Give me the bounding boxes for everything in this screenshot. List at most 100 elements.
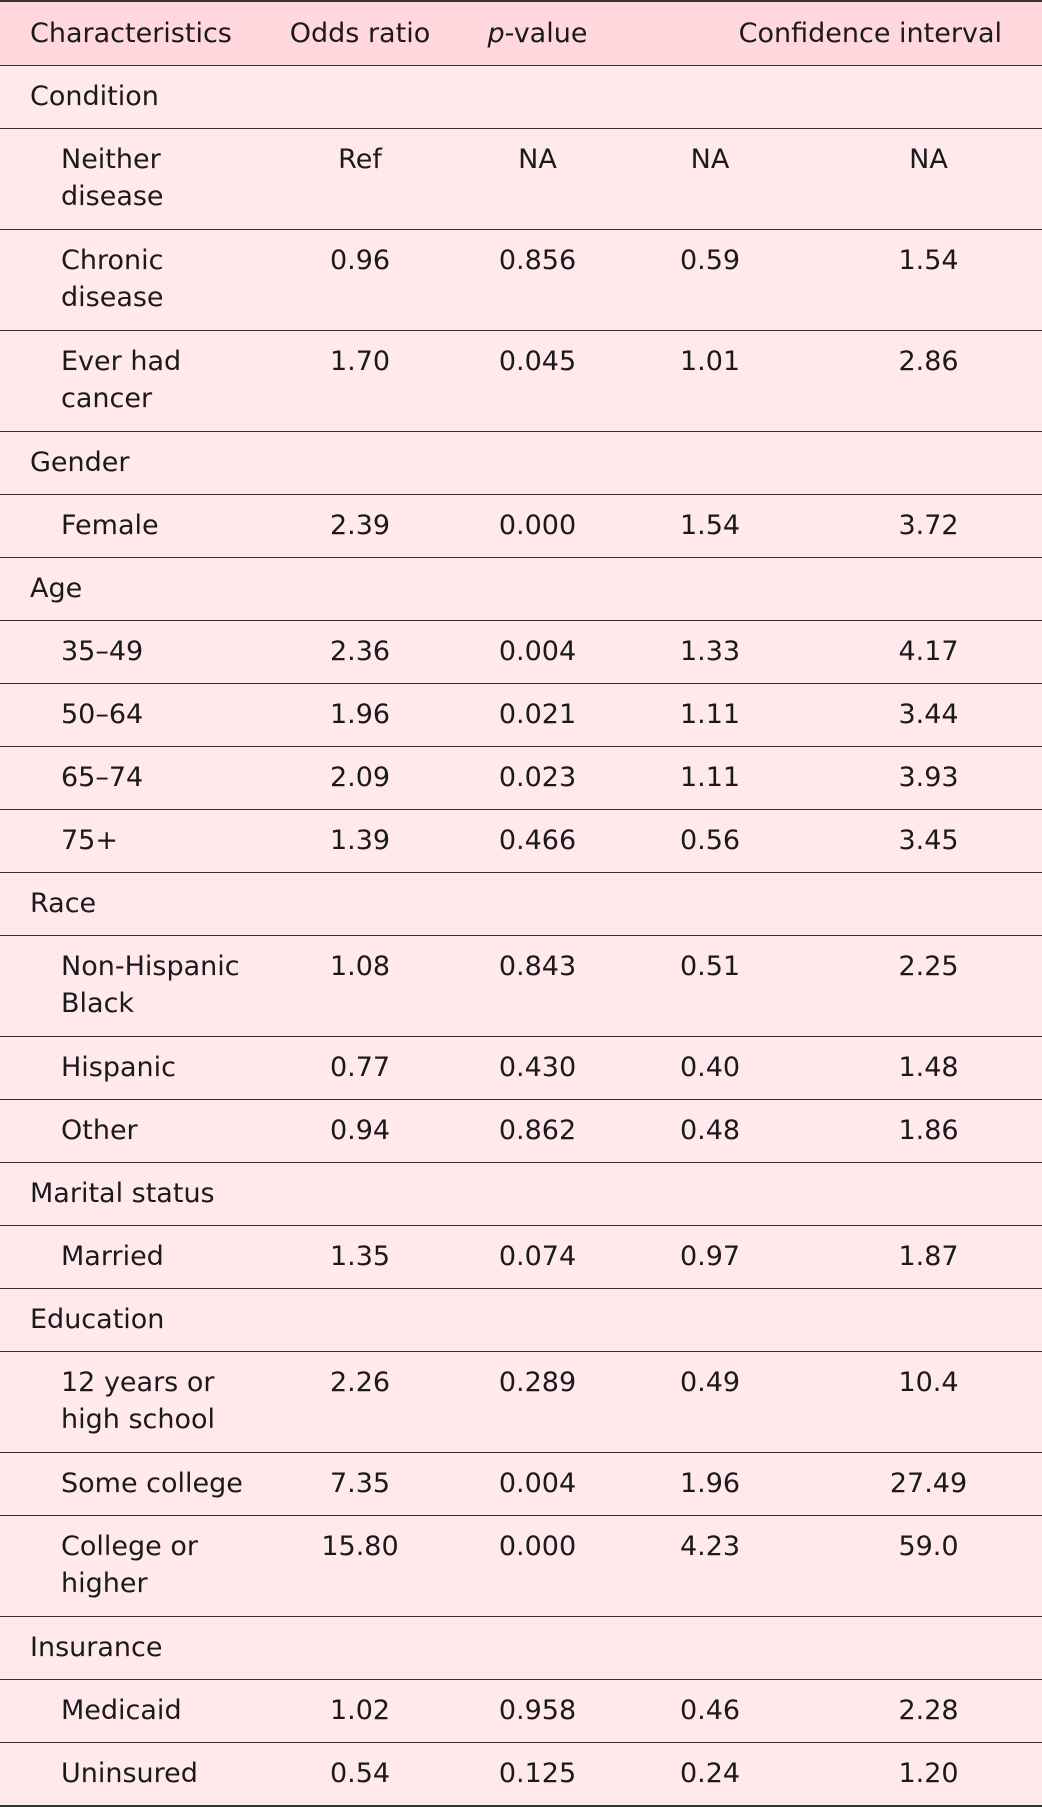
table-row: Other 0.94 0.862 0.48 1.86 <box>0 1099 1042 1163</box>
row-label: Chronic disease <box>0 229 280 331</box>
p-value-cell: 0.289 <box>440 1351 635 1453</box>
header-row: Characteristics Odds ratio p-value Confi… <box>0 1 1042 66</box>
ci-high-cell: 1.20 <box>898 1757 959 1789</box>
odds-ratio-cell: 2.09 <box>280 746 440 810</box>
odds-ratio-cell: 0.96 <box>280 229 440 331</box>
ci-low-cell: 0.49 <box>635 1351 785 1453</box>
row-label-line: Medicaid <box>61 1694 182 1726</box>
row-label-line: 12 years or <box>61 1366 215 1398</box>
row-label-line: 75+ <box>61 824 118 856</box>
ci-low-cell: 0.56 <box>635 809 785 873</box>
row-label-line: Female <box>61 509 159 541</box>
table-row: Married 1.35 0.074 0.97 1.87 <box>0 1225 1042 1289</box>
row-label: College or higher <box>0 1515 280 1617</box>
row-label: 35–49 <box>0 620 280 684</box>
group-label: Race <box>0 872 1042 936</box>
odds-ratio-cell: 2.26 <box>280 1351 440 1453</box>
p-value-cell: 0.045 <box>440 330 635 432</box>
row-label-line: high school <box>61 1403 216 1435</box>
table-row: College or higher 15.80 0.000 4.23 59.0 <box>0 1515 1042 1617</box>
p-value-cell: 0.430 <box>440 1036 635 1100</box>
group-row: Race <box>0 872 1042 936</box>
ci-low-cell: 0.46 <box>635 1679 785 1743</box>
p-value-cell: 0.000 <box>440 1515 635 1617</box>
table-row: Neither disease Ref NA NA NA <box>0 128 1042 230</box>
row-label-line: Ever had <box>61 345 182 377</box>
ci-high-cell: 27.49 <box>785 1452 1042 1516</box>
row-label: 65–74 <box>0 746 280 810</box>
header-odds-ratio: Odds ratio <box>280 1 440 66</box>
p-value-cell: 0.862 <box>440 1099 635 1163</box>
row-label: Female <box>0 494 280 558</box>
group-row: Age <box>0 557 1042 621</box>
row-label-line: 35–49 <box>61 635 144 667</box>
group-label: Insurance <box>0 1616 1042 1680</box>
ci-high-cell: 10.4 <box>785 1351 1042 1453</box>
table-body: Condition Neither disease Ref NA NA NA Chronic d… <box>0 65 1042 1806</box>
row-label: Neither disease <box>0 128 280 230</box>
table-row: 12 years or high school 2.26 0.289 0.49 10.4 <box>0 1351 1042 1453</box>
ci-high-cell: 3.72 <box>785 494 1042 558</box>
odds-ratio-cell: 0.77 <box>280 1036 440 1100</box>
odds-ratio-cell: 7.35 <box>280 1452 440 1516</box>
ci-low-cell: 1.54 <box>635 494 785 558</box>
p-value-cell: 0.000 <box>440 494 635 558</box>
p-value-cell: 0.021 <box>440 683 635 747</box>
ci-high-cell: 1.48 <box>785 1036 1042 1100</box>
ci-low-cell: NA <box>635 128 785 230</box>
odds-ratio-cell: 1.02 <box>280 1679 440 1743</box>
ci-low-cell: 4.23 <box>635 1515 785 1617</box>
table-row: Ever had cancer 1.70 0.045 1.01 2.86 <box>0 330 1042 432</box>
odds-ratio-cell: 15.80 <box>280 1515 440 1617</box>
table-row: Chronic disease 0.96 0.856 0.59 1.54 <box>0 229 1042 331</box>
table-row: 65–74 2.09 0.023 1.11 3.93 <box>0 746 1042 810</box>
row-label-line: Chronic <box>61 244 164 276</box>
ci-high-cell: 3.45 <box>785 809 1042 873</box>
p-value-cell: 0.004 <box>440 1452 635 1516</box>
table-row: Medicaid 1.02 0.958 0.46 2.28 <box>0 1679 1042 1743</box>
row-label: 75+ <box>0 809 280 873</box>
row-label-line: Some college <box>61 1467 243 1499</box>
ci-low-cell: 1.96 <box>635 1452 785 1516</box>
table-row: 35–49 2.36 0.004 1.33 4.17 <box>0 620 1042 684</box>
group-row: Gender <box>0 431 1042 495</box>
p-value-cell: NA <box>440 128 635 230</box>
row-label-line: Non-Hispanic <box>61 950 240 982</box>
row-label-line: Married <box>61 1240 164 1272</box>
table-row: Uninsured 0.54 0.125 0.24 1.20 <box>0 1742 1042 1806</box>
row-label-line: disease <box>61 180 164 212</box>
ci-low-cell: 0.59 <box>635 229 785 331</box>
group-label: Education <box>0 1288 1042 1352</box>
p-value-cell: 0.843 <box>440 935 635 1037</box>
row-label-line: Black <box>61 987 135 1019</box>
row-label: Married <box>0 1225 280 1289</box>
ci-high-cell: 2.86 <box>785 330 1042 432</box>
table-row: Hispanic 0.77 0.430 0.40 1.48 <box>0 1036 1042 1100</box>
odds-ratio-cell: 2.36 <box>280 620 440 684</box>
odds-ratio-cell: 1.96 <box>280 683 440 747</box>
p-value-cell: 0.125 <box>498 1757 577 1789</box>
ci-low-cell: 1.33 <box>635 620 785 684</box>
row-label: Hispanic <box>0 1036 280 1100</box>
row-label: Ever had cancer <box>0 330 280 432</box>
ci-high-cell: 2.28 <box>785 1679 1042 1743</box>
p-value-cell: 0.023 <box>440 746 635 810</box>
row-label-line: Neither <box>61 143 161 175</box>
row-label-line: 65–74 <box>61 761 144 793</box>
group-row: Condition <box>0 65 1042 129</box>
ci-high-cell: 4.17 <box>785 620 1042 684</box>
ci-low-cell: 1.01 <box>635 330 785 432</box>
row-label: Non-Hispanic Black <box>0 935 280 1037</box>
odds-ratio-cell: 2.39 <box>280 494 440 558</box>
p-value-cell: 0.856 <box>440 229 635 331</box>
ci-high-cell: 3.44 <box>785 683 1042 747</box>
ci-high-cell: 1.86 <box>785 1099 1042 1163</box>
row-label-line: cancer <box>61 382 153 414</box>
row-label-line: Uninsured <box>61 1757 198 1789</box>
row-label: Other <box>0 1099 280 1163</box>
ci-low-cell: 0.97 <box>635 1225 785 1289</box>
group-row: Insurance <box>0 1616 1042 1680</box>
group-label: Condition <box>0 65 1042 129</box>
p-value-cell: 0.466 <box>440 809 635 873</box>
